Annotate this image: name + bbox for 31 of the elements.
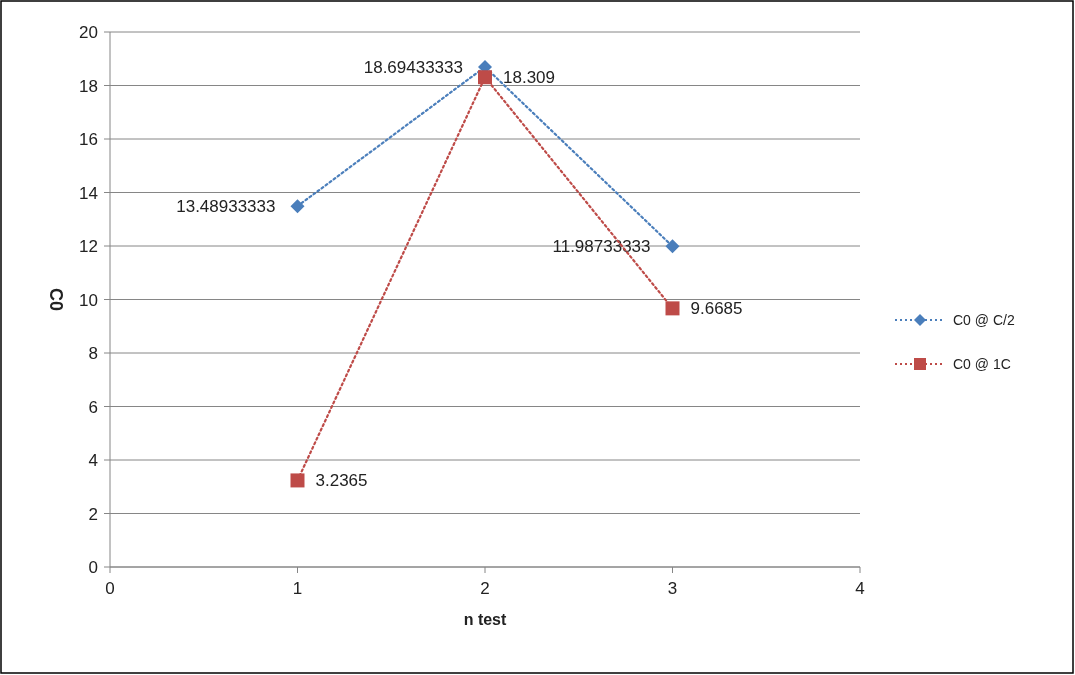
data-label: 3.2365	[315, 471, 368, 491]
data-label: 18.309	[503, 68, 555, 88]
point	[665, 301, 680, 316]
data-label: 13.48933333	[176, 197, 276, 217]
data-label: 9.6685	[690, 299, 743, 319]
y-tick-label: 16	[79, 130, 98, 149]
y-tick-label: 4	[88, 451, 98, 470]
x-tick-label: 0	[105, 579, 115, 598]
data-label: 18.69433333	[363, 57, 463, 77]
x-tick-label: 4	[855, 579, 865, 598]
legend-label: C0 @ 1C	[953, 356, 1011, 372]
x-axis-title: n test	[463, 611, 508, 628]
y-tick-label: 6	[88, 397, 98, 417]
y-tick-label: 2	[88, 504, 98, 524]
data-label: 11.98733333	[552, 237, 651, 257]
y-tick-label: 12	[79, 237, 98, 256]
x-tick-label: 1	[292, 579, 303, 598]
y-axis-title: C0	[46, 287, 66, 312]
point	[478, 70, 492, 85]
y-tick-label: 14	[79, 183, 98, 203]
point	[665, 239, 680, 254]
y-tick-label: 0	[88, 558, 98, 577]
y-tick-label: 20	[79, 23, 98, 42]
x-tick-label: 3	[667, 579, 678, 598]
point	[290, 199, 305, 214]
x-tick-label: 2	[480, 579, 490, 598]
point	[290, 473, 305, 488]
legend-label: C0 @ C/2	[953, 312, 1015, 328]
y-tick-label: 8	[88, 344, 98, 363]
y-tick-label: 18	[79, 76, 98, 96]
y-tick-label: 10	[79, 290, 98, 310]
